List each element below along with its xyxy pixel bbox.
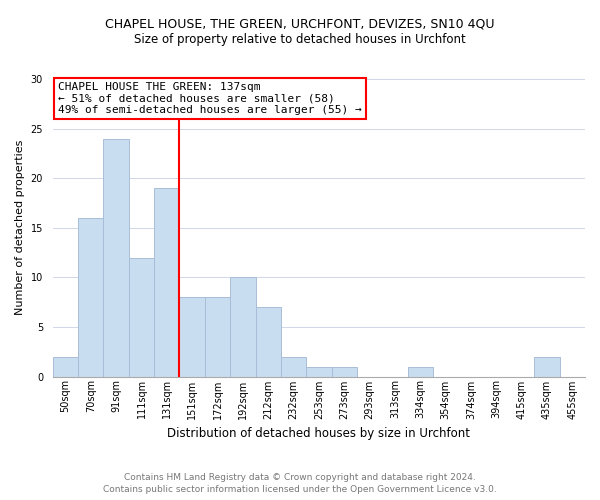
Bar (306, 366, 332, 376)
Text: Size of property relative to detached houses in Urchfont: Size of property relative to detached ho… (134, 32, 466, 46)
Text: Contains HM Land Registry data © Crown copyright and database right 2024.: Contains HM Land Registry data © Crown c… (124, 472, 476, 482)
Y-axis label: Number of detached properties: Number of detached properties (15, 140, 25, 316)
Bar (78, 218, 103, 376)
Bar (129, 258, 154, 376)
Bar (53, 356, 78, 376)
X-axis label: Distribution of detached houses by size in Urchfont: Distribution of detached houses by size … (167, 427, 470, 440)
Bar (205, 297, 230, 376)
Bar (535, 356, 560, 376)
Bar (332, 366, 357, 376)
Bar (179, 297, 205, 376)
Bar (256, 307, 281, 376)
Text: Contains public sector information licensed under the Open Government Licence v3: Contains public sector information licen… (103, 485, 497, 494)
Bar (103, 138, 129, 376)
Text: CHAPEL HOUSE THE GREEN: 137sqm
← 51% of detached houses are smaller (58)
49% of : CHAPEL HOUSE THE GREEN: 137sqm ← 51% of … (58, 82, 362, 115)
Bar (230, 278, 256, 376)
Bar (154, 188, 179, 376)
Bar (281, 356, 306, 376)
Text: CHAPEL HOUSE, THE GREEN, URCHFONT, DEVIZES, SN10 4QU: CHAPEL HOUSE, THE GREEN, URCHFONT, DEVIZ… (105, 18, 495, 30)
Bar (407, 366, 433, 376)
